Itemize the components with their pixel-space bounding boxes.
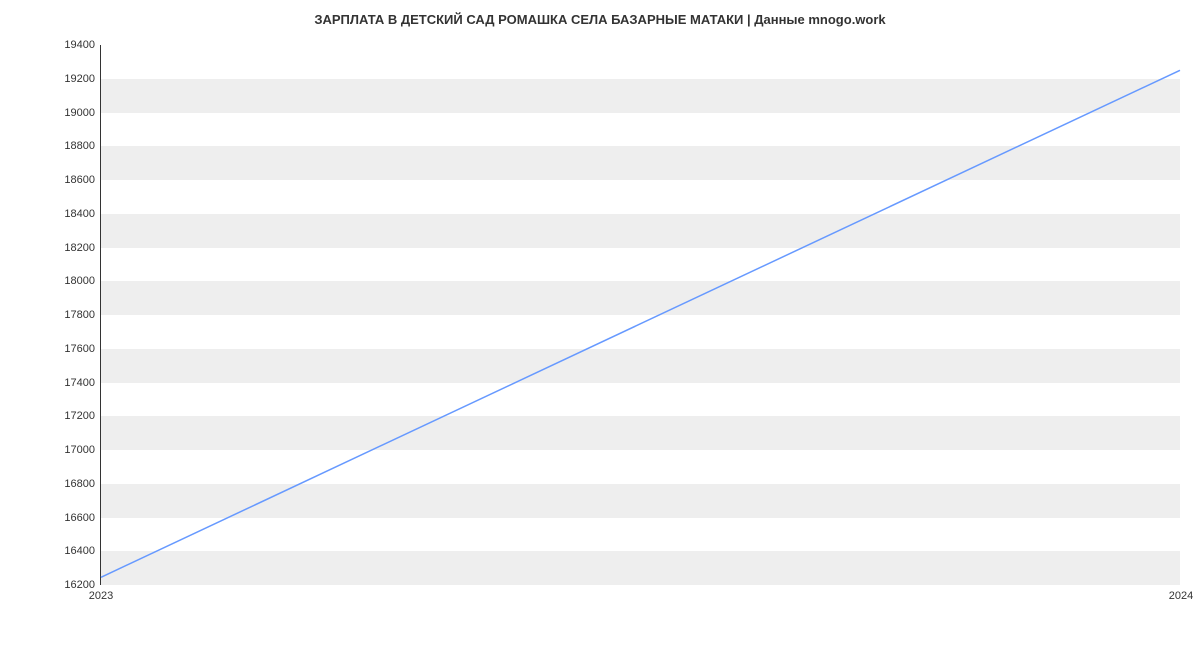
x-tick-label: 2023 [89, 590, 113, 602]
x-tick-label: 2024 [1169, 590, 1193, 602]
line-series [101, 45, 1180, 584]
y-tick-label: 16800 [64, 478, 95, 490]
y-tick-label: 18000 [64, 275, 95, 287]
chart-container: ЗАРПЛАТА В ДЕТСКИЙ САД РОМАШКА СЕЛА БАЗА… [0, 0, 1200, 650]
y-tick-label: 17400 [64, 377, 95, 389]
y-tick-label: 17600 [64, 343, 95, 355]
y-tick-label: 19200 [64, 73, 95, 85]
chart-title: ЗАРПЛАТА В ДЕТСКИЙ САД РОМАШКА СЕЛА БАЗА… [0, 0, 1200, 27]
plot-area: 1620016400166001680017000172001740017600… [100, 45, 1180, 585]
y-tick-label: 18800 [64, 140, 95, 152]
y-tick-label: 18600 [64, 174, 95, 186]
y-tick-label: 17800 [64, 309, 95, 321]
y-tick-label: 18200 [64, 242, 95, 254]
series-line [101, 70, 1180, 577]
y-tick-label: 19400 [64, 39, 95, 51]
y-tick-label: 17200 [64, 410, 95, 422]
y-tick-label: 16400 [64, 545, 95, 557]
y-tick-label: 16600 [64, 512, 95, 524]
y-tick-label: 17000 [64, 444, 95, 456]
y-tick-label: 19000 [64, 107, 95, 119]
y-tick-label: 18400 [64, 208, 95, 220]
